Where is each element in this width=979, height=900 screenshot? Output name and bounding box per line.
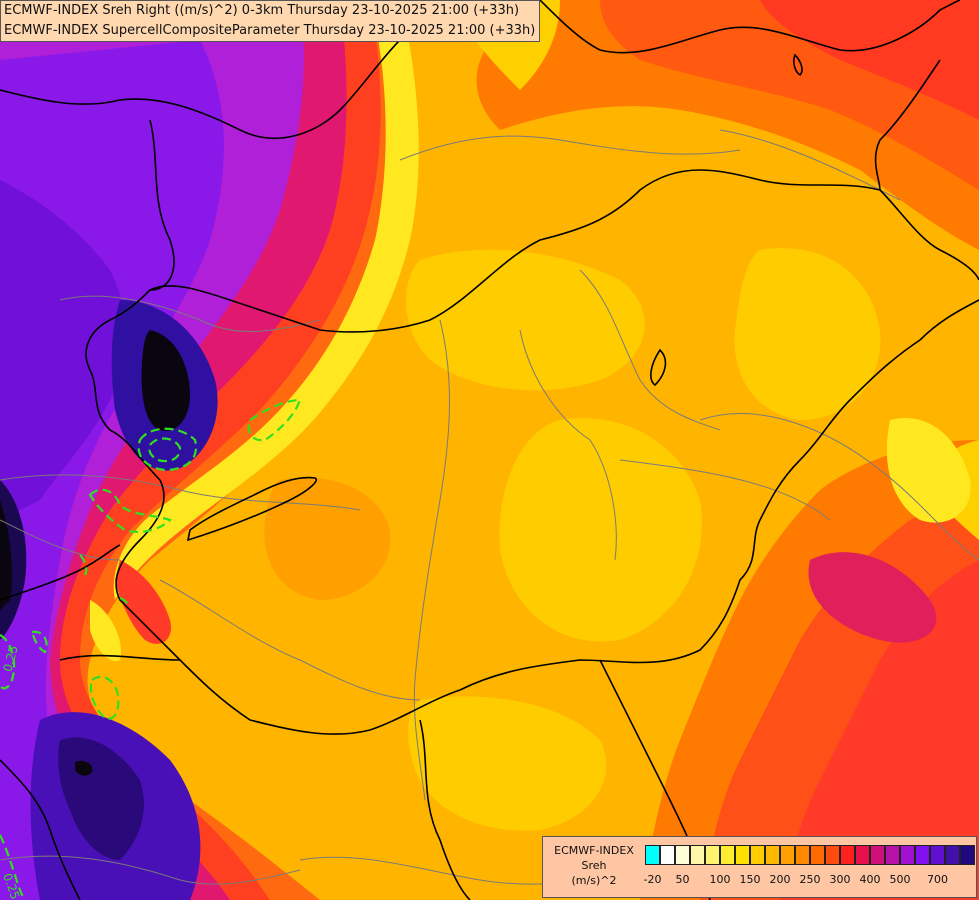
scp-contour-9 xyxy=(89,675,120,720)
legend-swatch xyxy=(945,845,960,865)
legend-tick-label: 500 xyxy=(889,873,911,886)
field-orange-west-central xyxy=(264,477,391,600)
field-violet-deep xyxy=(0,180,125,520)
field-magenta-blob xyxy=(808,552,937,643)
legend-swatch xyxy=(840,845,855,865)
legend-tick-label: -20 xyxy=(643,873,662,886)
scp-contours xyxy=(0,398,302,900)
legend-label: ECMWF-INDEX Sreh (m/s)^2 xyxy=(545,843,643,888)
scp-contour-8 xyxy=(30,630,48,654)
color-legend: ECMWF-INDEX Sreh (m/s)^2 -20 50 100 150 200 2… xyxy=(542,836,977,898)
scp-contour-6 xyxy=(119,596,130,609)
legend-swatch xyxy=(915,845,930,865)
legend-tick-label: 700 xyxy=(927,873,948,886)
field-yellow-east-patch xyxy=(886,418,971,523)
legend-swatch xyxy=(690,845,705,865)
legend-swatch xyxy=(750,845,765,865)
legend-swatch xyxy=(825,845,840,865)
legend-swatch xyxy=(645,845,660,865)
legend-swatch xyxy=(870,845,885,865)
legend-tick-label: 50 xyxy=(675,873,690,886)
map-title-box: ECMWF-INDEX Sreh Right ((m/s)^2) 0-3km T… xyxy=(0,0,541,42)
legend-tick-label: 200 xyxy=(769,873,791,886)
field-gold-central xyxy=(406,249,645,391)
scp-contour-3 xyxy=(247,398,302,442)
legend-swatch xyxy=(885,845,900,865)
legend-swatch xyxy=(960,845,975,865)
legend-tick-label: 150 xyxy=(739,873,761,886)
legend-swatch xyxy=(810,845,825,865)
legend-swatch xyxy=(660,845,675,865)
legend-tick-label: 300 xyxy=(829,873,851,886)
legend-swatch xyxy=(795,845,810,865)
legend-swatch xyxy=(900,845,915,865)
legend-tick-label: 400 xyxy=(859,873,881,886)
field-dark-core xyxy=(141,330,190,431)
scp-contour-10 xyxy=(0,834,26,900)
legend-tick-label: 100 xyxy=(709,873,731,886)
legend-source: ECMWF-INDEX xyxy=(554,844,634,857)
field-yellow-ridge xyxy=(113,0,419,600)
legend-swatch xyxy=(855,845,870,865)
scp-contour-5 xyxy=(79,554,88,576)
contour-label-1: 0.25 xyxy=(0,644,20,673)
field-black-west-edge xyxy=(0,500,12,610)
field-crimson-north xyxy=(760,0,979,120)
legend-tick-label: 250 xyxy=(799,873,821,886)
map-title-line-1: ECMWF-INDEX Sreh Right ((m/s)^2) 0-3km T… xyxy=(4,3,520,18)
legend-swatches xyxy=(645,845,975,865)
scp-contour-7 xyxy=(0,634,16,690)
legend-swatch xyxy=(930,845,945,865)
legend-swatch xyxy=(765,845,780,865)
legend-swatch xyxy=(735,845,750,865)
scp-contour-2 xyxy=(148,437,182,463)
scp-contour-4 xyxy=(88,488,173,534)
legend-swatch xyxy=(705,845,720,865)
legend-swatch xyxy=(780,845,795,865)
legend-ticks: -20 50 100 150 200 250 300 400 500 700 xyxy=(643,873,975,889)
field-red-pocket xyxy=(115,560,171,644)
legend-swatch xyxy=(675,845,690,865)
legend-variable: Sreh xyxy=(581,859,607,872)
field-yellow-pocket xyxy=(90,600,121,661)
field-dark-speck xyxy=(75,760,93,776)
legend-unit: (m/s)^2 xyxy=(571,874,617,887)
map-title-line-2: ECMWF-INDEX SupercellCompositeParameter … xyxy=(4,23,536,38)
field-gold-east xyxy=(734,248,881,420)
field-gold-south-central xyxy=(499,418,702,642)
field-crimson-east xyxy=(780,560,979,900)
field-gold-south xyxy=(408,696,607,831)
legend-swatch xyxy=(720,845,735,865)
